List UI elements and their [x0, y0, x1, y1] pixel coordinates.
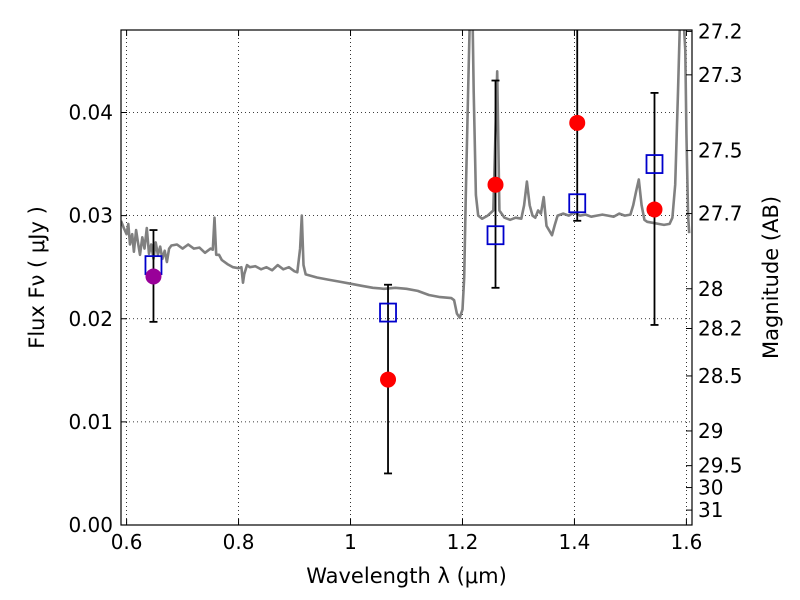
- x-tick-label: 1.4: [559, 530, 591, 554]
- model-flux-square: [645, 154, 664, 174]
- mag-tick-label: 27.3: [698, 63, 743, 87]
- model-flux-square: [379, 302, 397, 323]
- mag-tick-label: 28.2: [698, 316, 743, 340]
- observed-flux-point: [569, 114, 586, 131]
- observed-flux-point: [380, 371, 397, 388]
- model-flux-square: [486, 225, 505, 246]
- observed-flux-point: [646, 201, 663, 218]
- x-tick-label: 0.6: [111, 530, 143, 554]
- mag-tick-label: 31: [698, 498, 723, 522]
- y-tick-label: 0.04: [68, 101, 113, 125]
- observed-flux-point: [145, 268, 162, 285]
- mag-tick-label: 28: [698, 277, 723, 301]
- mag-tick-label: 27.2: [698, 19, 743, 43]
- axis-ticks: 0.6 0.8 1 1.2 1.4 1.6 0.00 0.01 0.02 0.03 0.04 27.2…: [68, 19, 742, 554]
- x-tick-label: 1.6: [670, 530, 702, 554]
- right-axis-label: Magnitude (AB): [759, 196, 783, 359]
- x-tick-label: 0.8: [223, 530, 255, 554]
- plot-frame: [120, 29, 693, 526]
- x-axis-label: Wavelength λ (μm): [306, 564, 507, 588]
- plot-area: [121, 30, 691, 475]
- y-tick-label: 0.00: [68, 513, 113, 537]
- mag-tick-label: 29: [698, 419, 723, 443]
- mag-tick-label: 30: [698, 476, 723, 500]
- model-spectrum-line: [121, 30, 691, 319]
- mag-tick-label: 28.5: [698, 364, 743, 388]
- grid-lines: [121, 30, 692, 526]
- observed-flux-point: [487, 176, 504, 193]
- x-tick-label: 1.2: [447, 530, 479, 554]
- y-axis-label: Flux Fν ( μJy ): [25, 206, 49, 349]
- x-tick-label: 1: [344, 530, 357, 554]
- mag-tick-label: 27.7: [698, 202, 743, 226]
- mag-tick-label: 27.5: [698, 139, 743, 163]
- y-tick-label: 0.01: [68, 410, 113, 434]
- model-flux-square: [568, 193, 587, 214]
- y-tick-label: 0.02: [68, 307, 113, 331]
- mag-tick-label: 29.5: [698, 454, 743, 478]
- y-tick-label: 0.03: [68, 204, 113, 228]
